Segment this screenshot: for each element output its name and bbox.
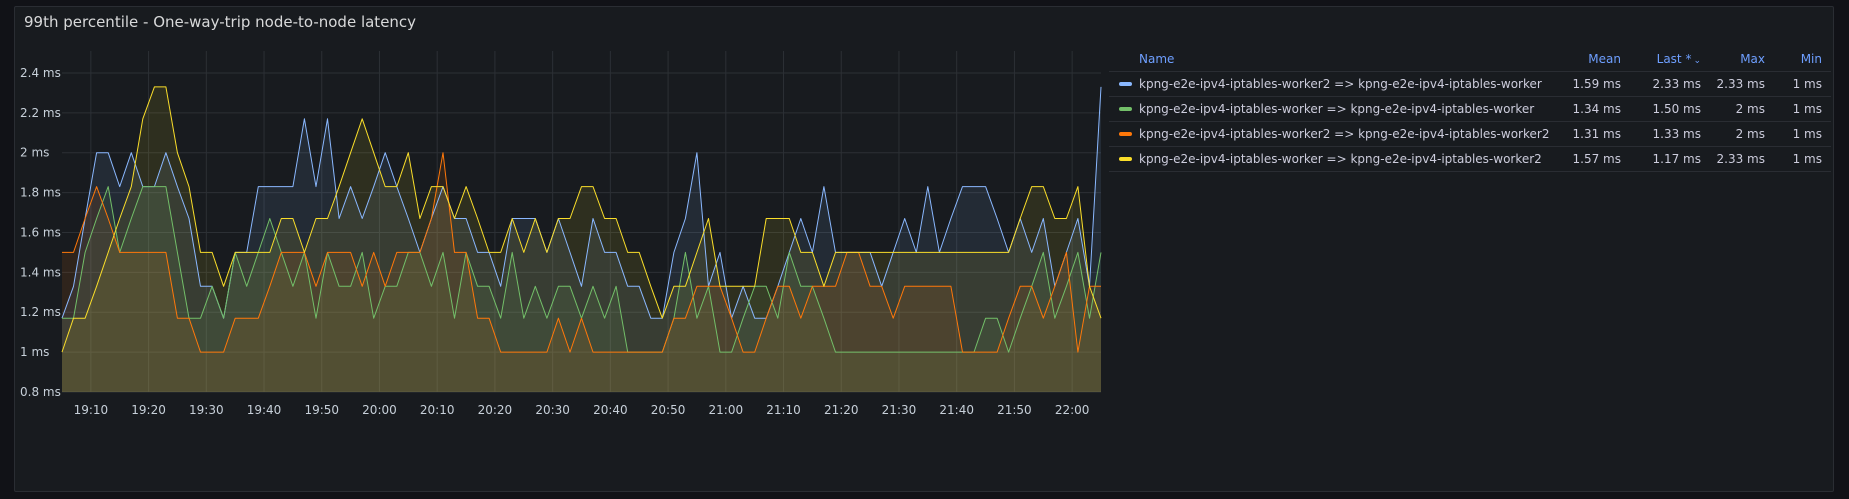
panel-title[interactable]: 99th percentile - One-way-trip node-to-n… (24, 13, 417, 31)
y-tick-label: 2.4 ms (20, 66, 61, 80)
legend-min: 1 ms (1792, 77, 1822, 91)
chart-panel: 99th percentile - One-way-trip node-to-n… (14, 6, 1834, 492)
y-tick-label: 1.8 ms (20, 186, 61, 200)
legend-mean: 1.34 ms (1572, 102, 1621, 116)
legend-col-name[interactable]: Name (1139, 52, 1175, 66)
series-line (62, 152, 1101, 353)
legend-series-name[interactable]: kpng-e2e-ipv4-iptables-worker2 => kpng-e… (1139, 127, 1550, 141)
legend-max: 2.33 ms (1716, 77, 1765, 91)
legend-mean: 1.31 ms (1572, 127, 1621, 141)
legend-max: 2 ms (1735, 127, 1765, 141)
x-tick-label: 20:30 (535, 403, 570, 417)
x-tick-label: 20:10 (420, 403, 455, 417)
series-area (62, 86, 1101, 393)
series-area (62, 186, 1101, 392)
legend-last: 2.33 ms (1652, 77, 1701, 91)
legend-mean: 1.59 ms (1572, 77, 1621, 91)
legend-col-last[interactable]: Last * ⌄ (1657, 52, 1701, 66)
legend-min: 1 ms (1792, 152, 1822, 166)
x-tick-label: 21:00 (709, 403, 744, 417)
y-tick-label: 1.6 ms (20, 225, 61, 239)
legend-series-name[interactable]: kpng-e2e-ipv4-iptables-worker => kpng-e2… (1139, 102, 1535, 116)
legend-col-max[interactable]: Max (1740, 52, 1765, 66)
legend-table: Name Mean Last * ⌄ Max Min kpng-e2e-ipv4-… (1109, 47, 1831, 172)
legend-max: 2 ms (1735, 102, 1765, 116)
legend-last: 1.17 ms (1652, 152, 1701, 166)
x-tick-label: 21:10 (766, 403, 801, 417)
y-tick-label: 2 ms (20, 146, 49, 160)
legend-mean: 1.57 ms (1572, 152, 1621, 166)
legend-col-min[interactable]: Min (1800, 52, 1822, 66)
y-tick-label: 1 ms (20, 345, 49, 359)
y-tick-label: 1.4 ms (20, 265, 61, 279)
x-tick-label: 21:20 (824, 403, 859, 417)
legend-col-last-label: Last * (1656, 52, 1692, 66)
series-areas (62, 86, 1101, 393)
x-tick-label: 22:00 (1055, 403, 1090, 417)
x-tick-label: 21:40 (939, 403, 974, 417)
x-tick-label: 19:20 (131, 403, 166, 417)
legend-col-mean[interactable]: Mean (1588, 52, 1621, 66)
series-area (62, 86, 1101, 393)
series-lines (61, 86, 1102, 353)
legend-header: Name Mean Last * ⌄ Max Min (1109, 47, 1831, 71)
y-tick-label: 1.2 ms (20, 305, 61, 319)
legend-max: 2.33 ms (1716, 152, 1765, 166)
chart-grid (62, 51, 1101, 393)
series-line (61, 86, 1102, 353)
legend-last: 1.33 ms (1652, 127, 1701, 141)
legend-min: 1 ms (1792, 102, 1822, 116)
series-swatch (1119, 107, 1132, 111)
x-tick-label: 19:40 (247, 403, 282, 417)
x-tick-label: 21:50 (997, 403, 1032, 417)
x-tick-label: 19:50 (304, 403, 339, 417)
legend-row[interactable]: kpng-e2e-ipv4-iptables-worker2 => kpng-e… (1109, 71, 1831, 96)
legend-min: 1 ms (1792, 127, 1822, 141)
legend-row[interactable]: kpng-e2e-ipv4-iptables-worker => kpng-e2… (1109, 96, 1831, 121)
x-tick-label: 21:30 (882, 403, 917, 417)
legend-last: 1.50 ms (1652, 102, 1701, 116)
sort-desc-icon: ⌄ (1693, 56, 1701, 66)
legend-row[interactable]: kpng-e2e-ipv4-iptables-worker2 => kpng-e… (1109, 121, 1831, 146)
series-swatch (1119, 82, 1132, 86)
y-tick-label: 0.8 ms (20, 385, 61, 399)
x-tick-label: 20:20 (478, 403, 513, 417)
legend-series-name[interactable]: kpng-e2e-ipv4-iptables-worker => kpng-e2… (1139, 152, 1542, 166)
series-swatch (1119, 157, 1132, 161)
y-tick-label: 2.2 ms (20, 106, 61, 120)
time-series-chart[interactable]: 0.8 ms 1 ms 1.2 ms 1.4 ms 1.6 ms 1.8 ms 2 ms 2.… (15, 7, 1105, 491)
x-axis: 19:10 19:20 19:30 19:40 19:50 20:00 20:10 20:20… (74, 403, 1090, 417)
series-swatch (1119, 132, 1132, 136)
y-axis: 0.8 ms 1 ms 1.2 ms 1.4 ms 1.6 ms 1.8 ms 2 ms 2.… (20, 66, 61, 399)
x-tick-label: 20:40 (593, 403, 628, 417)
x-tick-label: 20:00 (362, 403, 397, 417)
series-area (62, 152, 1101, 392)
x-tick-label: 20:50 (651, 403, 686, 417)
legend-row[interactable]: kpng-e2e-ipv4-iptables-worker => kpng-e2… (1109, 146, 1831, 172)
x-tick-label: 19:30 (189, 403, 224, 417)
legend-series-name[interactable]: kpng-e2e-ipv4-iptables-worker2 => kpng-e… (1139, 77, 1542, 91)
x-tick-label: 19:10 (74, 403, 109, 417)
